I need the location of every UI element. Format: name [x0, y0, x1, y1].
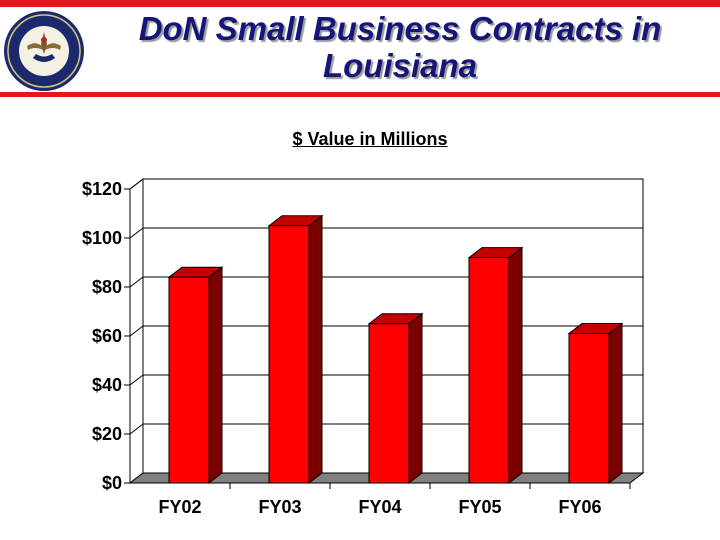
gridline-side — [129, 423, 144, 435]
bar-side — [308, 214, 323, 485]
slide-title-line1: DoN Small Business Contracts in — [138, 10, 662, 47]
gridline-side — [129, 178, 144, 190]
gridline-side — [129, 325, 144, 337]
bar-side — [608, 322, 623, 485]
y-tick-label: $80 — [92, 277, 122, 297]
chart-subtitle: $ Value in Millions — [292, 129, 448, 149]
x-tick-label: FY02 — [158, 497, 201, 517]
header-top-rule — [0, 0, 720, 7]
gridline-side — [129, 374, 144, 386]
bar-side — [208, 266, 223, 485]
y-tick-label: $20 — [92, 424, 122, 444]
y-tick-label: $0 — [102, 473, 122, 493]
x-tick-label: FY06 — [558, 497, 601, 517]
gridline-side — [129, 227, 144, 239]
slide-title: DoN Small Business Contracts in Louisian… — [95, 10, 705, 84]
y-tick-label: $100 — [82, 228, 122, 248]
slide-title-line2: Louisiana — [322, 47, 478, 84]
bar — [368, 323, 410, 484]
bar — [168, 276, 210, 484]
y-tick-label: $60 — [92, 326, 122, 346]
x-tick-label: FY05 — [458, 497, 501, 517]
bar-side — [408, 312, 423, 485]
bar — [268, 225, 310, 484]
bar-side — [508, 246, 523, 485]
bar — [468, 257, 510, 484]
x-tick-label: FY04 — [358, 497, 401, 517]
header-bottom-rule — [0, 92, 720, 97]
bar — [568, 333, 610, 484]
navy-seal-icon — [4, 11, 84, 91]
y-tick-label: $120 — [82, 179, 122, 199]
gridline-side — [129, 276, 144, 288]
y-tick-label: $40 — [92, 375, 122, 395]
x-tick-label: FY03 — [258, 497, 301, 517]
